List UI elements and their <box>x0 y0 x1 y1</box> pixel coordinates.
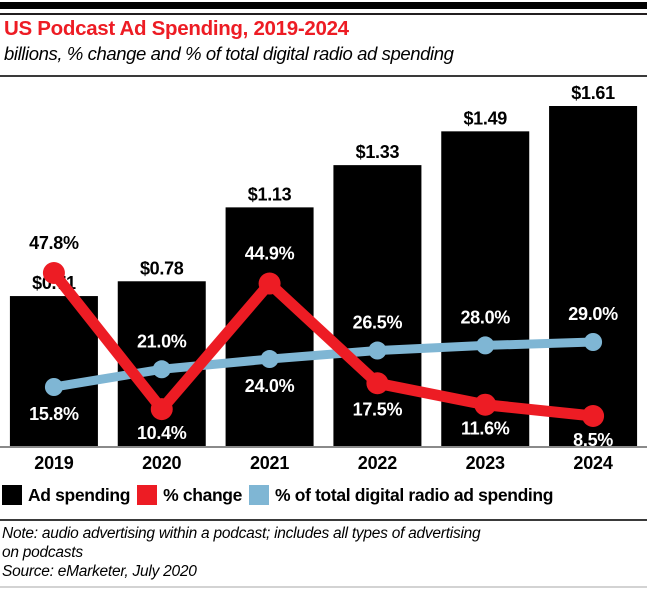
data-point-marker <box>258 272 281 295</box>
legend-item-label: Ad spending <box>28 484 131 505</box>
data-point-marker <box>582 405 605 427</box>
bar <box>549 106 638 446</box>
pct-change-data-label: 8.5% <box>573 430 613 448</box>
data-point-marker <box>152 360 171 379</box>
bar <box>9 296 98 446</box>
legend-item[interactable]: % of total digital radio ad spending <box>249 485 553 506</box>
bars-group <box>9 106 638 446</box>
footer-note-line2: on podcasts <box>2 544 83 561</box>
data-point-marker <box>368 341 387 360</box>
legend-item[interactable]: % change <box>137 485 242 506</box>
bar-value-label: $1.13 <box>248 184 292 204</box>
x-axis-tick-label: 2019 <box>34 453 74 473</box>
legend-item-label: % change <box>163 484 243 505</box>
pct-total-data-label: 15.8% <box>29 404 79 424</box>
page-subtitle: billions, % change and % of total digita… <box>4 43 454 64</box>
pct-change-data-label: 47.8% <box>29 233 79 253</box>
pct-total-data-label: 21.0% <box>137 331 187 351</box>
line-path <box>49 337 598 392</box>
header-divider-rule <box>0 75 647 77</box>
bar-value-label: $1.49 <box>463 108 507 128</box>
page-title: US Podcast Ad Spending, 2019-2024 <box>4 17 349 40</box>
top-divider-rule <box>0 13 647 15</box>
x-axis-line <box>0 446 647 448</box>
chart-footer: Note: audio advertising within a podcast… <box>2 524 645 581</box>
chart-header: US Podcast Ad Spending, 2019-2024 billio… <box>0 16 647 74</box>
pct-change-data-label: 11.6% <box>461 419 510 439</box>
footer-bottom-rule <box>0 586 647 588</box>
legend-divider-rule <box>0 519 647 521</box>
pct-total-data-label: 26.5% <box>353 313 403 333</box>
data-point-marker <box>260 350 279 369</box>
top-black-bar <box>0 2 647 9</box>
bar <box>225 207 314 446</box>
data-point-marker <box>150 398 173 421</box>
legend-item-label: % of total digital radio ad spending <box>275 484 554 505</box>
bar <box>333 165 422 446</box>
pct-total-labels-group: 15.8% 21.0% 24.0% 26.5% 28.0% 29.0% <box>29 304 618 424</box>
bar-value-label: $0.78 <box>140 258 184 278</box>
x-axis-tick-label: 2022 <box>357 453 398 473</box>
data-point-marker <box>42 262 65 284</box>
line-path <box>48 267 599 422</box>
pct-total-data-label: 28.0% <box>460 307 510 327</box>
pct-total-data-label: 29.0% <box>568 304 618 324</box>
data-point-marker <box>366 372 389 395</box>
legend-swatch-icon <box>137 485 158 505</box>
bar-value-label: $1.33 <box>356 142 400 162</box>
legend-swatch-icon <box>2 485 22 505</box>
x-axis-tick-label: 2021 <box>249 453 290 473</box>
footer-source: Source: eMarketer, July 2020 <box>2 563 197 580</box>
pct-change-data-label: 10.4% <box>137 423 187 443</box>
x-axis-tick-label: 2024 <box>573 453 613 473</box>
data-point-marker <box>44 378 63 396</box>
chart-legend: Ad spending % change % of total digital ra… <box>2 482 645 508</box>
pct-total-data-label: 24.0% <box>245 376 295 396</box>
data-point-marker <box>584 333 603 351</box>
x-axis-tick-label: 2023 <box>465 453 505 473</box>
data-point-marker <box>474 393 497 416</box>
legend-swatch-icon <box>249 485 270 505</box>
pct-change-data-label: 17.5% <box>353 399 403 419</box>
chart-plot-area: $0.71$0.78$1.13$1.33$1.49$1.61 15.8%21.0… <box>0 78 647 448</box>
pct-total-line-group <box>44 333 603 396</box>
chart-svg: $0.71$0.78$1.13$1.33$1.49$1.61 15.8%21.0… <box>9 83 638 448</box>
x-axis-tick-labels: 2019 2020 2021 2022 2023 2024 <box>0 450 647 478</box>
pct-change-labels-group: 47.8% 10.4% 44.9% 17.5% 11.6% 8.5% <box>29 233 613 448</box>
pct-change-line-group <box>42 262 605 427</box>
x-axis-tick-label: 2020 <box>142 453 182 473</box>
legend-item[interactable]: Ad spending <box>2 485 130 506</box>
bar-value-label: $1.61 <box>571 83 615 103</box>
data-point-marker <box>476 336 495 355</box>
footer-note-line1: Note: audio advertising within a podcast… <box>2 525 481 542</box>
pct-change-data-label: 44.9% <box>245 244 295 264</box>
